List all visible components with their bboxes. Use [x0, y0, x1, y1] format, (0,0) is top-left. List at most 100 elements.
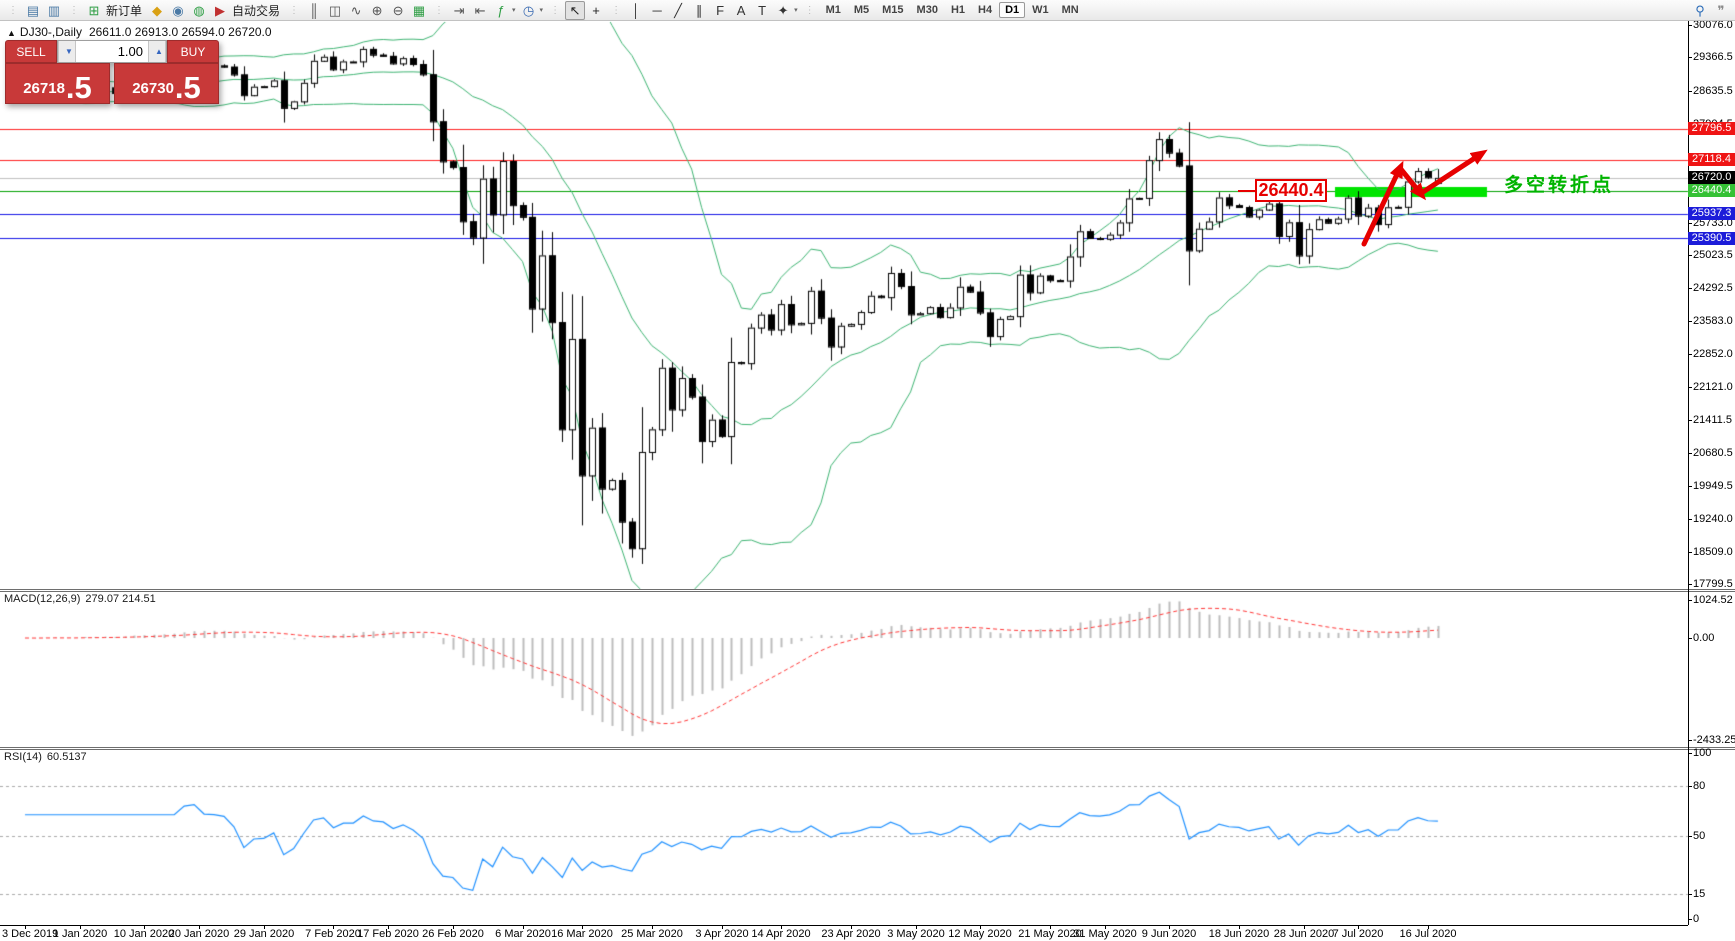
timeframe-button-m15[interactable]: M15	[882, 4, 904, 16]
trendline-icon[interactable]: ╱	[674, 2, 682, 18]
price-axis[interactable]	[1688, 21, 1689, 925]
time-axis-tick	[25, 925, 26, 929]
cursor-icon[interactable]: ↖	[565, 0, 586, 20]
macd-axis-label: 1024.52	[1693, 594, 1733, 606]
fibonacci-icon[interactable]: F	[716, 2, 725, 18]
macd-axis-tick	[1688, 740, 1692, 741]
time-axis-tick	[523, 925, 524, 929]
price-annotation-connector	[1238, 190, 1255, 192]
price-axis-tick	[1688, 387, 1692, 388]
volume-input[interactable]	[76, 41, 148, 62]
buy-price-panel[interactable]: 26730 .5	[114, 63, 219, 104]
sell-price-panel[interactable]: 26718 .5	[5, 63, 110, 104]
time-axis-label: 25 Mar 2020	[621, 928, 683, 940]
toolbar-grip: ⋮	[69, 4, 79, 16]
autotrading-label[interactable]: 自动交易	[232, 3, 281, 18]
rsi-axis-label: 0	[1693, 913, 1700, 925]
price-axis-tick	[1688, 486, 1692, 487]
new-order-icon[interactable]: ⊞	[88, 2, 100, 18]
time-axis-label: 3 Apr 2020	[695, 928, 749, 940]
timeframe-button-h4[interactable]: H4	[978, 4, 993, 16]
bar-chart-icon[interactable]: ║	[309, 2, 319, 18]
macd-pane-separator[interactable]	[0, 589, 1735, 592]
collapse-triangle-icon[interactable]: ▲	[7, 28, 16, 38]
time-axis-label: 7 Feb 2020	[305, 928, 361, 940]
time-axis-label: 28 Jun 2020	[1273, 928, 1335, 940]
equidistant-channel-icon[interactable]: ∥	[695, 2, 703, 18]
time-axis-label: 26 Feb 2020	[422, 928, 484, 940]
price-axis-tick	[1688, 25, 1692, 26]
dropdown-caret-icon[interactable]: ▾	[539, 7, 544, 14]
rsi-pane-separator[interactable]	[0, 747, 1735, 750]
arrows-icon[interactable]: ✦	[777, 2, 789, 18]
time-axis-tick	[916, 925, 917, 929]
dropdown-caret-icon[interactable]: ▾	[794, 7, 798, 14]
chart-shift-icon[interactable]: ⇤	[474, 2, 486, 18]
timeframe-button-m1[interactable]: M1	[825, 4, 841, 16]
toolbar-grip: ⋮	[550, 4, 561, 16]
candlestick-chart-icon[interactable]: ◫	[328, 2, 342, 18]
crosshair-icon[interactable]: +	[592, 2, 600, 18]
one-click-trading-panel: SELL ▼ ▲ BUY 26718 .5 26730 .5	[5, 40, 219, 104]
search-icon[interactable]: ⚲	[1695, 2, 1705, 18]
timeframe-button-h1[interactable]: H1	[950, 4, 966, 16]
rsi-axis-tick	[1688, 753, 1692, 754]
data-window-icon[interactable]: ▥	[47, 2, 61, 18]
time-axis-tick	[1169, 925, 1170, 929]
main-toolbar: ⋮ ▤ ▥ ⋮ ⊞ 新订单 ◆ ◉ ◍ ▶ 自动交易 ⋮ ║ ◫ ∿ ⊕ ⊖ ▦ ⋮ ⇥ ⇤ ƒ ▾ ◷ ▾ ⋮ ↖ + ⋮ │ ─ ╱ ∥ F A…	[0, 0, 1735, 21]
text-label-icon[interactable]: T	[758, 2, 767, 18]
timeframe-button-m30[interactable]: M30	[916, 4, 938, 16]
rsi-axis-tick	[1688, 836, 1692, 837]
time-axis-tick	[1050, 925, 1051, 929]
time-axis[interactable]	[0, 925, 1688, 926]
price-axis-tick	[1688, 519, 1692, 520]
sell-price-int: 26718	[23, 80, 65, 97]
chart-styles-icon[interactable]: ◆	[152, 2, 163, 18]
timeframe-button-m5[interactable]: M5	[853, 4, 870, 16]
tile-windows-icon[interactable]: ▦	[412, 2, 426, 18]
zoom-in-icon[interactable]: ⊕	[371, 2, 383, 18]
chat-icon[interactable]: ❞	[1717, 2, 1725, 18]
timeframe-button-w1[interactable]: W1	[1032, 4, 1049, 16]
indicators-icon[interactable]: ƒ	[497, 2, 505, 18]
zoom-out-icon[interactable]: ⊖	[392, 2, 404, 18]
chart-ohlc-values: 26611.0 26913.0 26594.0 26720.0	[88, 25, 272, 39]
rsi-axis-tick	[1688, 894, 1692, 895]
time-axis-tick	[264, 925, 265, 929]
price-annotation-box[interactable]: 26440.4	[1255, 179, 1327, 202]
alerts-icon[interactable]: ◍	[193, 2, 205, 18]
periods-icon[interactable]: ◷	[522, 2, 535, 18]
sell-button[interactable]: SELL	[5, 40, 57, 63]
time-axis-tick	[199, 925, 200, 929]
time-axis-label: 3 Dec 2019	[2, 928, 59, 940]
text-icon[interactable]: A	[736, 2, 746, 18]
time-axis-tick	[388, 925, 389, 929]
autotrading-icon[interactable]: ▶	[215, 2, 226, 18]
time-axis-tick	[582, 925, 583, 929]
timeframe-button-d1[interactable]: D1	[999, 2, 1026, 18]
market-watch-icon[interactable]: ▤	[26, 2, 40, 18]
time-axis-label: 20 Jan 2020	[168, 928, 230, 940]
time-axis-label: 6 Mar 2020	[495, 928, 551, 940]
volume-increase-button[interactable]: ▲	[148, 41, 166, 62]
dropdown-caret-icon[interactable]: ▾	[512, 7, 516, 14]
profiles-icon[interactable]: ◉	[172, 2, 184, 18]
line-chart-icon[interactable]: ∿	[350, 2, 362, 18]
price-tag-26440-4: 26440.4	[1688, 184, 1735, 197]
time-axis-label: 21 May 2020	[1018, 928, 1082, 940]
vertical-line-icon[interactable]: │	[632, 2, 641, 18]
turning-point-annotation[interactable]: 多空转折点	[1504, 175, 1615, 196]
new-order-label[interactable]: 新订单	[106, 3, 143, 18]
price-axis-label: 25023.5	[1693, 249, 1733, 261]
horizontal-line-icon[interactable]: ─	[652, 2, 662, 18]
price-axis-label: 21411.5	[1693, 414, 1732, 426]
buy-price-frac: .5	[174, 69, 201, 105]
volume-decrease-button[interactable]: ▼	[58, 41, 76, 62]
timeframe-button-mn[interactable]: MN	[1061, 4, 1079, 16]
buy-button[interactable]: BUY	[167, 40, 219, 63]
price-axis-label: 30076.0	[1693, 19, 1733, 31]
chart-title: ▲ DJ30-,Daily 26611.0 26913.0 26594.0 2672…	[7, 25, 272, 39]
time-axis-tick	[453, 925, 454, 929]
auto-scroll-icon[interactable]: ⇥	[453, 2, 465, 18]
